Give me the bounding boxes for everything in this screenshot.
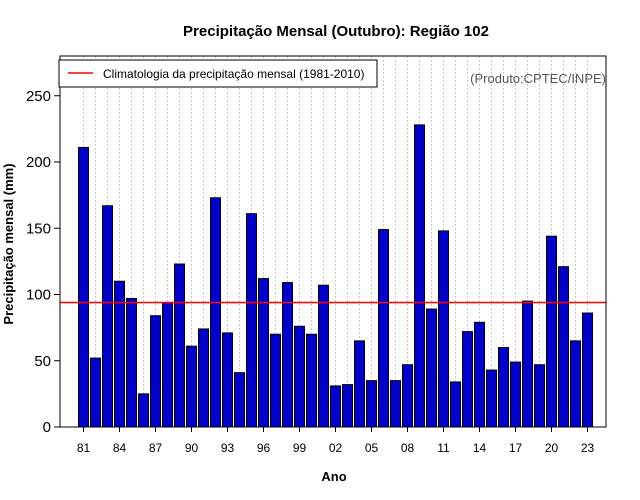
bar-2017 — [510, 361, 521, 428]
x-tick-label: 81 — [77, 441, 91, 455]
bar-1992 — [210, 197, 221, 428]
bar-2000 — [306, 333, 317, 428]
bar-1991 — [198, 328, 209, 428]
x-tick-label: 14 — [473, 441, 487, 455]
bar-1993 — [222, 332, 233, 428]
x-tick-label: 93 — [221, 441, 235, 455]
bar-2004 — [354, 340, 365, 428]
bar-2009 — [414, 124, 425, 428]
bar-1998 — [282, 282, 293, 428]
bar-2014 — [474, 321, 485, 428]
bar-2001 — [318, 284, 329, 428]
bar-1986 — [138, 393, 149, 428]
x-tick-label: 17 — [509, 441, 523, 455]
y-axis-title: Precipitação mensal (mm) — [1, 163, 16, 324]
bar-1985 — [126, 297, 137, 428]
legend-box — [58, 59, 378, 88]
bar-1982 — [90, 357, 101, 428]
bar-1983 — [102, 205, 113, 428]
y-tick-label: 100 — [26, 287, 51, 304]
bar-2006 — [378, 229, 389, 428]
x-tick-label: 96 — [257, 441, 271, 455]
y-tick-label: 0 — [43, 419, 51, 436]
bar-1987 — [150, 315, 161, 428]
bar-2003 — [342, 384, 353, 428]
bar-1999 — [294, 325, 305, 428]
product-credit: (Produto:CPTEC/INPE) — [470, 71, 606, 86]
x-tick-label: 11 — [437, 441, 450, 455]
y-tick-label: 200 — [26, 154, 51, 171]
bar-1997 — [270, 333, 281, 428]
bar-2002 — [330, 385, 341, 428]
x-tick-label: 08 — [401, 441, 415, 455]
y-axis: 0 50 100 150 200 250 — [26, 88, 60, 436]
bar-2008 — [402, 364, 413, 428]
x-tick-label: 90 — [185, 441, 199, 455]
bar-1981 — [78, 146, 89, 428]
bar-2023 — [582, 312, 593, 428]
bar-2010 — [426, 308, 437, 428]
x-tick-label: 05 — [365, 441, 379, 455]
bar-1994 — [234, 372, 245, 428]
x-axis: 81 84 87 90 93 96 99 02 05 08 11 14 17 20 23 — [77, 427, 595, 455]
bar-2007 — [390, 380, 401, 428]
bar-2020 — [546, 235, 557, 428]
bar-1996 — [258, 278, 269, 428]
bar-2022 — [570, 340, 581, 428]
bar-2011 — [438, 230, 449, 428]
y-tick-label: 250 — [26, 88, 51, 105]
x-axis-title: Ano — [321, 469, 346, 484]
x-tick-label: 84 — [113, 441, 127, 455]
bar-2015 — [486, 369, 497, 428]
bar-2012 — [450, 381, 461, 428]
bar-1990 — [186, 345, 197, 428]
bar-2018 — [522, 300, 533, 428]
x-tick-label: 87 — [149, 441, 163, 455]
plot-frame — [59, 55, 607, 428]
legend-label: Climatologia da precipitação mensal (198… — [103, 67, 364, 81]
bar-1989 — [174, 263, 185, 428]
legend: Climatologia da precipitação mensal (198… — [58, 59, 378, 88]
bar-2021 — [558, 266, 569, 428]
x-tick-label: 02 — [329, 441, 343, 455]
bar-2016 — [498, 347, 509, 428]
chart-title: Precipitação Mensal (Outubro): Região 10… — [183, 23, 489, 40]
bar-1988 — [162, 301, 173, 428]
x-tick-label: 20 — [545, 441, 559, 455]
bar-group — [78, 124, 593, 428]
x-tick-label: 99 — [293, 441, 307, 455]
x-tick-label: 23 — [581, 441, 595, 455]
bar-1995 — [246, 213, 257, 428]
bar-2005 — [366, 380, 377, 428]
bar-2013 — [462, 331, 473, 428]
y-tick-label: 50 — [34, 353, 51, 370]
y-tick-label: 150 — [26, 220, 51, 237]
bar-2019 — [534, 364, 545, 428]
